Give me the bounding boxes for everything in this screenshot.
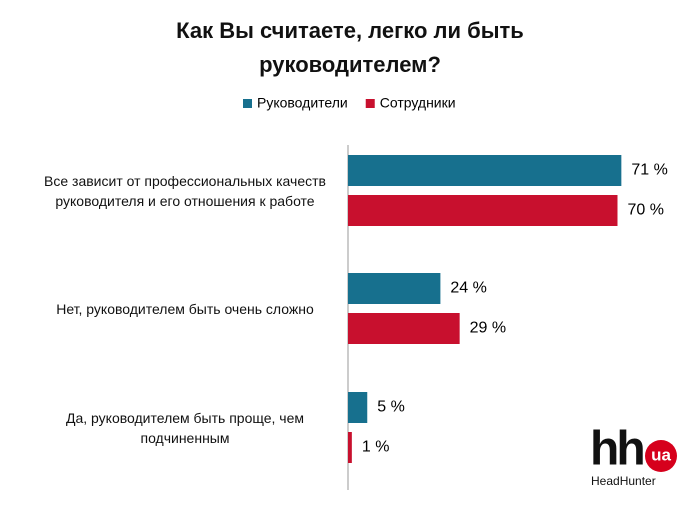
bar — [348, 155, 622, 186]
category-label: Да, руководителем быть проще, чем подчин… — [66, 409, 304, 446]
bar — [348, 195, 618, 226]
bar — [348, 432, 352, 463]
value-label: 70 % — [628, 202, 664, 219]
value-label: 71 % — [631, 162, 667, 179]
logo-mark: hh — [590, 423, 643, 476]
value-label: 24 % — [450, 280, 486, 297]
value-label: 29 % — [470, 320, 506, 337]
value-label: 5 % — [377, 399, 405, 416]
bar — [348, 273, 441, 304]
legend-swatch — [365, 99, 375, 108]
chart-title: Как Вы считаете, легко ли быть руководит… — [176, 18, 524, 77]
category-label: Все зависит от профессиональных качеств … — [44, 172, 326, 209]
logo-name: HeadHunter — [591, 474, 656, 488]
logo-badge-circle — [645, 440, 677, 472]
value-label: 1 % — [362, 439, 390, 456]
legend-swatch — [243, 99, 252, 108]
category-label: Нет, руководителем быть очень сложно — [56, 300, 314, 317]
bar — [348, 392, 368, 423]
legend-label: Сотрудники — [380, 95, 456, 111]
bar — [348, 313, 460, 344]
legend-label: Руководители — [257, 95, 348, 111]
logo-badge: ua — [651, 445, 671, 464]
